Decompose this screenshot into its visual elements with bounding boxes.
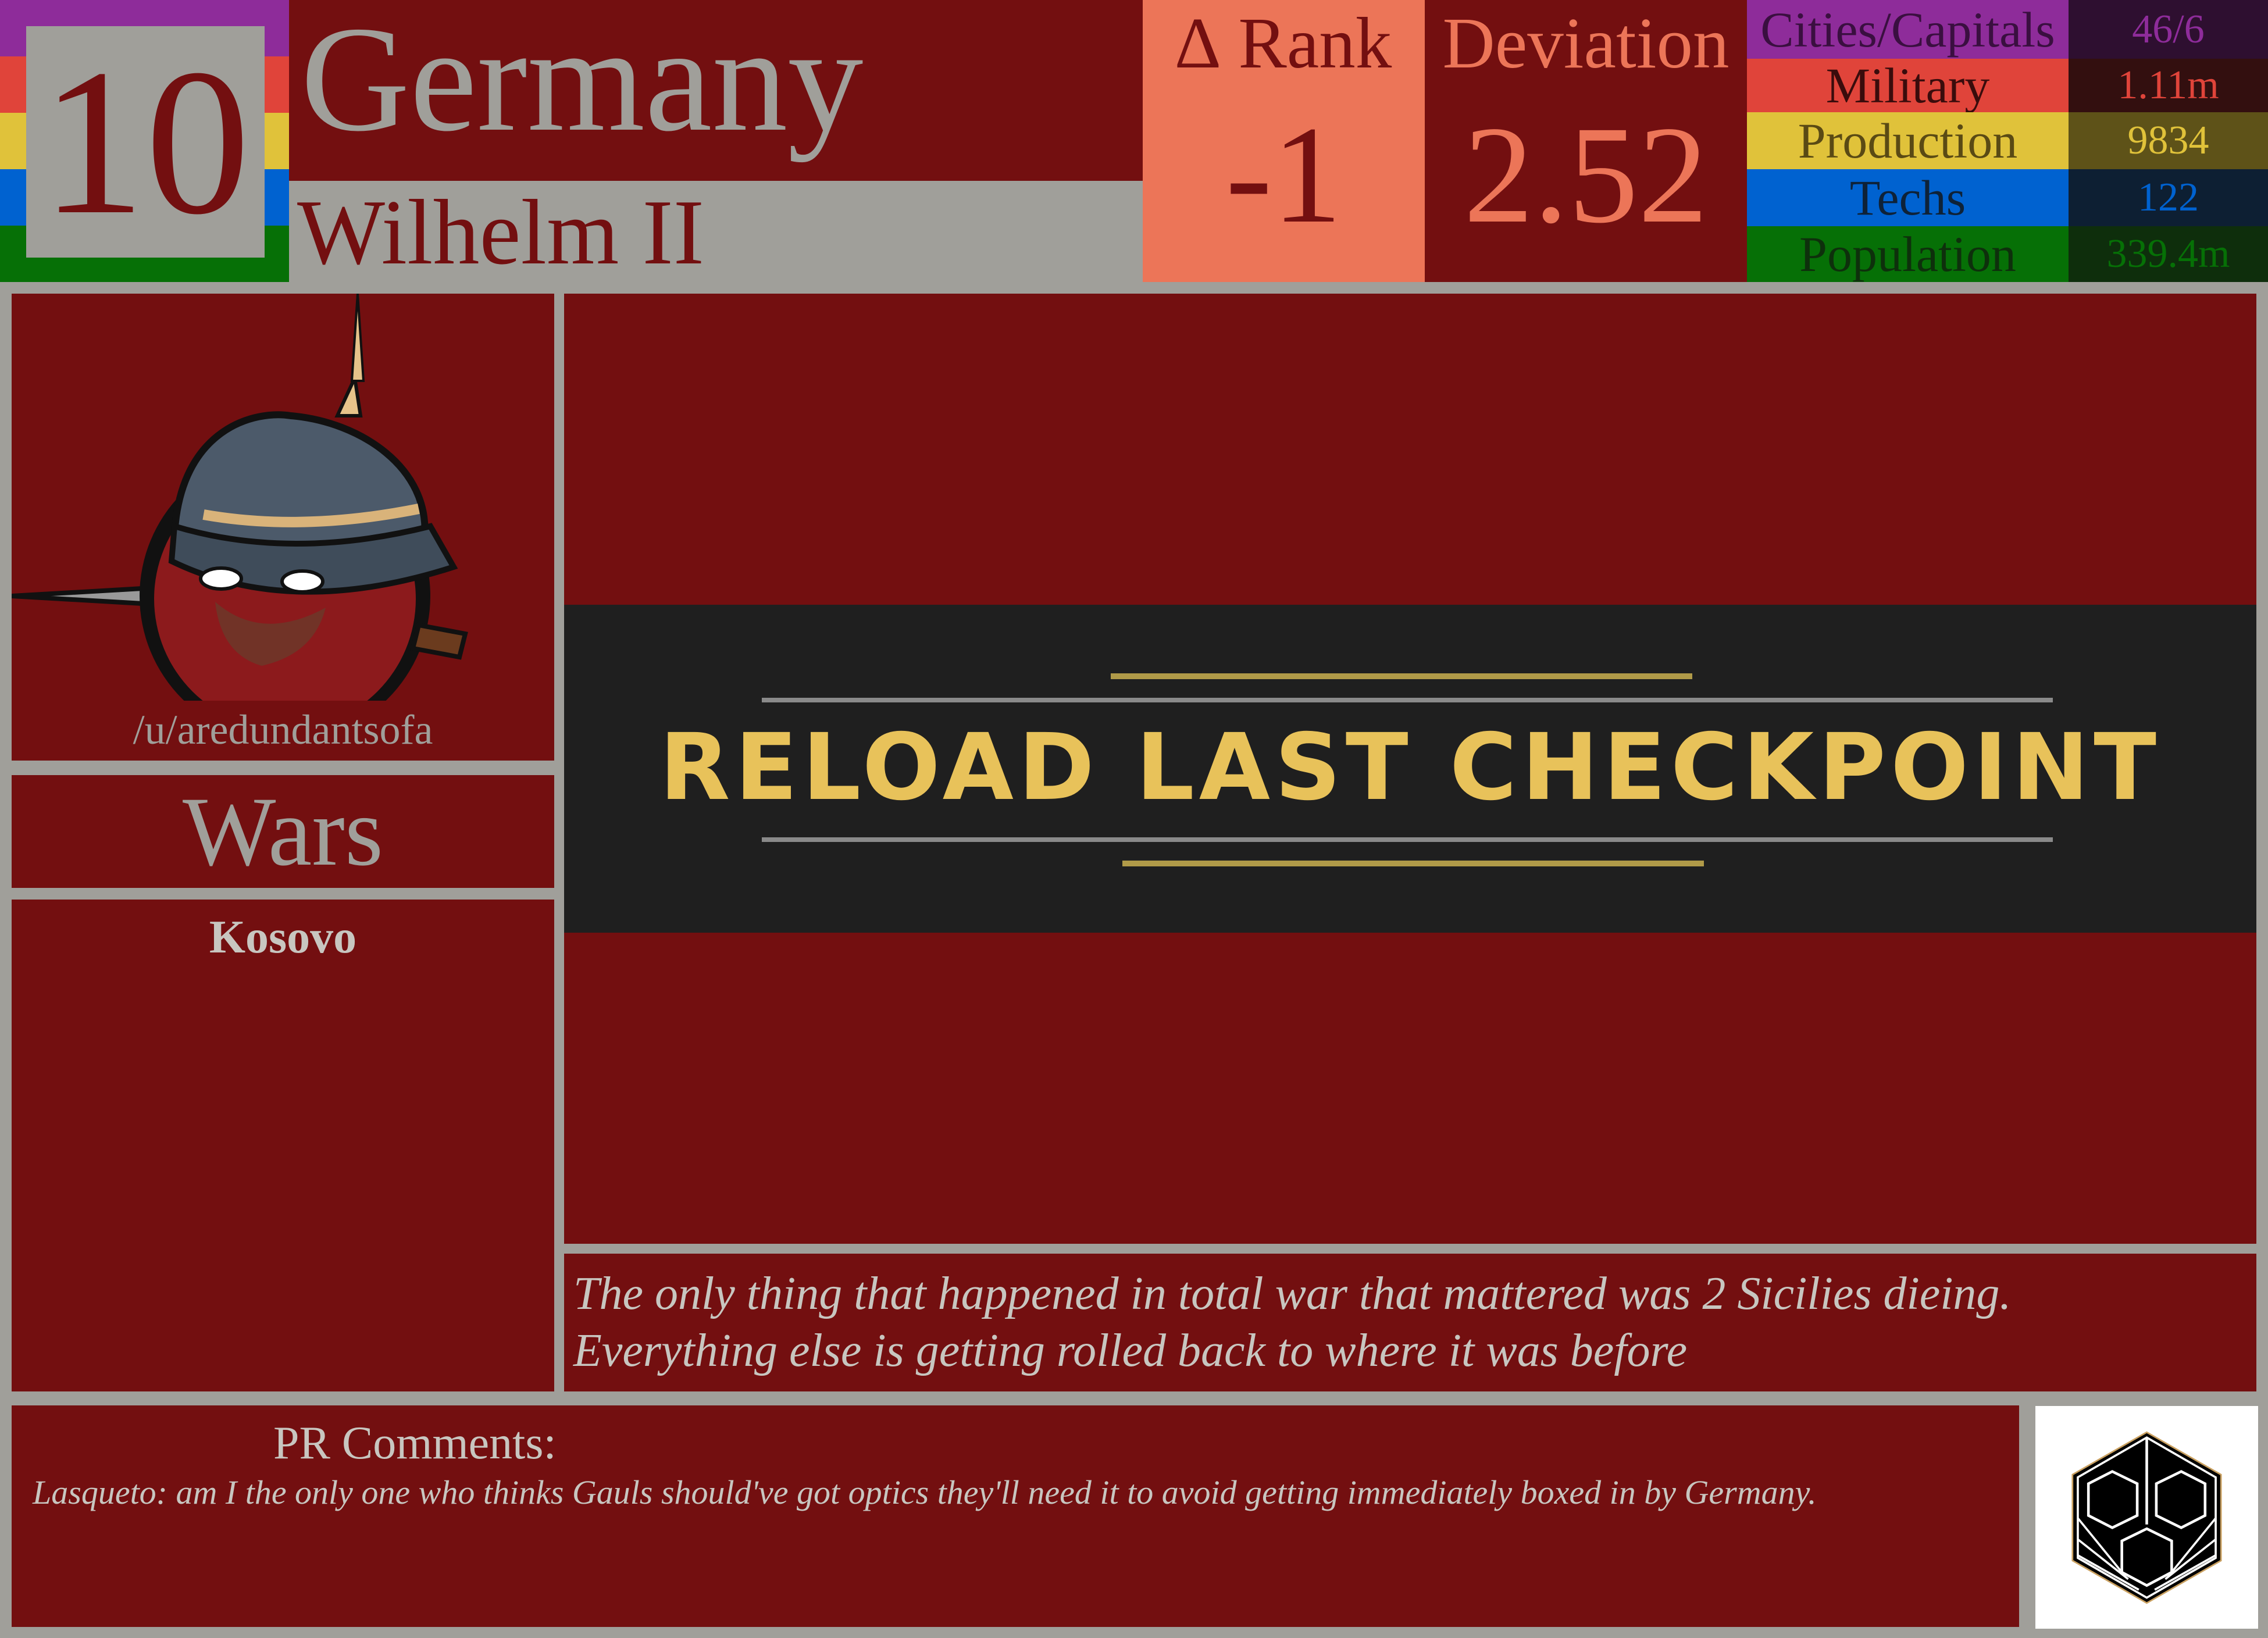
hexagon-logo-icon (2071, 1431, 2222, 1604)
rank-number: 10 (26, 26, 265, 258)
description-line: Everything else is getting rolled back t… (573, 1325, 1688, 1376)
stat-label-cities: Cities/Capitals (1747, 0, 2069, 59)
stat-label-military: Military (1747, 58, 2069, 113)
country-name: Germany (301, 0, 864, 163)
leader-panel: Wilhelm II (289, 180, 1143, 284)
image-panel: RELOAD LAST CHECKPOINT (564, 294, 2256, 1244)
stat-label-production: Production (1747, 112, 2069, 169)
banner-text: RELOAD LAST CHECKPOINT (659, 714, 2162, 821)
avatar-panel: /u/aredundantsofa (12, 294, 554, 761)
logo-panel (2035, 1406, 2258, 1629)
comments-panel: PR Comments: Lasqueto: am I the only one… (12, 1405, 2019, 1627)
stat-label-population: Population (1747, 226, 2069, 282)
deviation-panel: Deviation 2.52 (1425, 0, 1747, 282)
stat-value-population: 339.4m (2069, 226, 2268, 282)
stat-value-cities: 46/6 (2069, 0, 2268, 59)
rank-change-value: -1 (1225, 97, 1342, 252)
wars-title: Wars (12, 775, 554, 888)
wars-list: Kosovo (12, 900, 554, 1391)
stat-value-military: 1.11m (2069, 59, 2268, 112)
rank-change-panel: ∆ Rank -1 (1143, 0, 1425, 282)
player-username[interactable]: /u/aredundantsofa (133, 706, 433, 753)
stats-panel: Cities/Capitals 46/6 Military 1.11m Prod… (1747, 0, 2268, 283)
stat-value-production: 9834 (2069, 112, 2268, 169)
stat-value-techs: 122 (2069, 169, 2268, 226)
country-panel: Germany (289, 0, 1143, 181)
deviation-label: Deviation (1442, 3, 1729, 84)
reload-checkpoint-image: RELOAD LAST CHECKPOINT (564, 605, 2256, 933)
deviation-value: 2.52 (1464, 97, 1708, 252)
comment-text: Lasqueto: am I the only one who thinks G… (33, 1473, 1817, 1511)
stat-label-techs: Techs (1747, 169, 2069, 226)
pickelhaube-ball-avatar (12, 294, 468, 701)
leader-name: Wilhelm II (297, 180, 704, 284)
description-line: The only thing that happened in total wa… (573, 1268, 2012, 1319)
description-box: The only thing that happened in total wa… (564, 1254, 2256, 1391)
comments-title: PR Comments: (273, 1418, 557, 1469)
war-item: Kosovo (209, 911, 357, 963)
rank-change-label: ∆ Rank (1175, 3, 1392, 84)
